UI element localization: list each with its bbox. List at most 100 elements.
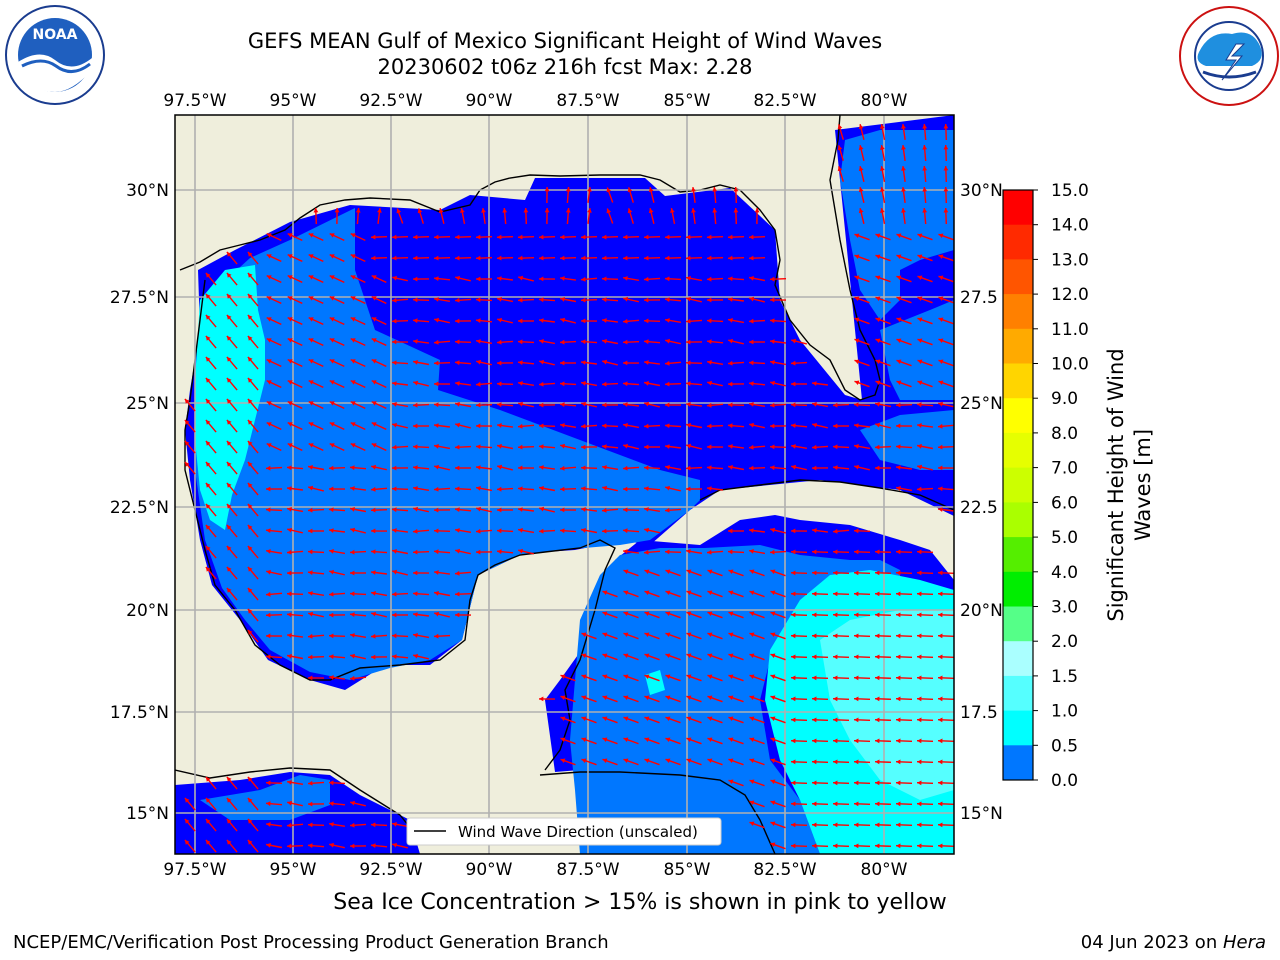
wave-arrow-head: [854, 528, 859, 534]
wave-arrow-head: [938, 801, 943, 807]
wave-arrow-head: [518, 548, 523, 554]
wave-arrow-head: [644, 695, 650, 700]
wave-arrow-head: [434, 339, 439, 345]
wave-arrow-head: [833, 423, 838, 429]
wave-arrow-head: [434, 611, 440, 617]
wave-arrow-head: [686, 549, 691, 554]
wave-arrow-head: [308, 422, 314, 427]
wave-arrow-head: [770, 339, 775, 344]
wave-arrow-head: [266, 338, 272, 343]
wave-arrow-head: [460, 208, 465, 213]
wave-arrow-head: [350, 800, 355, 806]
wave-arrow-head: [623, 296, 628, 302]
wave-arrow-head: [371, 591, 376, 596]
wave-arrow-head: [434, 360, 439, 366]
wave-arrow-head: [791, 780, 796, 786]
wave-arrow-head: [392, 255, 397, 261]
wave-arrow-head: [858, 187, 864, 193]
wave-arrow-head: [875, 696, 880, 702]
wave-arrow-head: [644, 465, 649, 471]
wave-arrow-head: [226, 440, 232, 446]
wave-arrow-head: [371, 234, 376, 240]
wave-arrow-head: [858, 208, 864, 214]
wave-arrow-head: [623, 234, 628, 240]
wave-arrow-head: [287, 822, 292, 828]
wave-arrow-head: [371, 528, 376, 534]
wave-arrow-head: [329, 296, 335, 301]
wave-arrow-head: [581, 297, 586, 303]
wave-arrow-head: [602, 758, 608, 763]
wave-arrow-head: [350, 338, 356, 343]
wave-arrow-head: [308, 507, 313, 513]
wave-arrow-head: [476, 381, 481, 387]
wave-arrow-head: [205, 440, 211, 446]
wave-arrow-head: [565, 187, 571, 192]
wave-arrow-head: [623, 402, 628, 407]
wave-arrow-head: [854, 402, 859, 408]
wave-arrow-head: [308, 549, 313, 555]
wave-arrow-head: [602, 297, 607, 303]
lat-tick-left: 15°N: [126, 804, 169, 824]
wave-arrow-head: [707, 569, 713, 574]
wave-arrow-head: [833, 591, 838, 597]
wind-wave-arrows: [184, 123, 954, 853]
wave-arrow-head: [644, 360, 649, 365]
wave-arrow-head: [560, 339, 565, 345]
wave-arrow-head: [686, 611, 692, 616]
lon-tick-top: 87.5°W: [556, 91, 619, 111]
wave-arrow-head: [854, 717, 859, 723]
wave-arrow-head: [266, 401, 272, 406]
wave-arrow-head: [308, 570, 313, 575]
wave-arrow-head: [791, 696, 796, 702]
wave-arrow-head: [539, 339, 544, 344]
wave-arrow-head: [896, 738, 901, 744]
wave-arrow-head: [329, 443, 335, 448]
wave-arrow-head: [749, 821, 755, 826]
wave-arrow-head: [733, 187, 739, 192]
wave-arrow-head: [833, 528, 838, 534]
wave-arrow-head: [226, 314, 232, 320]
coastline: [539, 771, 776, 854]
wave-arrow-head: [854, 843, 859, 849]
wave-arrow-head: [329, 507, 334, 513]
coastline: [175, 767, 421, 841]
wave-arrow-head: [308, 822, 313, 828]
wave-arrow-head: [539, 465, 544, 470]
wave-arrow-head: [560, 674, 566, 679]
wave-arrow-head: [329, 380, 335, 385]
wave-arrow-head: [539, 506, 545, 512]
wave-arrow-head: [247, 251, 253, 257]
wave-arrow-head: [602, 318, 607, 323]
wave-arrow-head: [896, 633, 901, 639]
wave-arrow-head: [854, 675, 859, 681]
wave-arrow-head: [770, 632, 776, 637]
wave-arrow-head: [665, 255, 670, 261]
wave-arrow-head: [896, 402, 901, 408]
wave-arrow-head: [413, 444, 418, 450]
wave-arrow-head: [334, 208, 340, 213]
wave-arrow-head: [413, 465, 418, 470]
wave-arrow-head: [644, 653, 650, 658]
wave-arrow-head: [665, 674, 671, 679]
colorbar-tick-label: 1.5: [1051, 667, 1078, 687]
wave-arrow-head: [602, 485, 607, 491]
wave-arrow-head: [880, 208, 885, 213]
wave-arrow-head: [434, 317, 439, 323]
wave-arrow-head: [691, 187, 696, 192]
wave-arrow-head: [308, 380, 314, 385]
wave-arrow-head: [770, 423, 775, 429]
wave-arrow-head: [247, 524, 253, 530]
wave-arrow-head: [308, 296, 314, 301]
wave-arrow-head: [266, 780, 271, 786]
wave-arrow-head: [917, 759, 922, 765]
wave-arrow-head: [623, 569, 629, 574]
wave-arrow-head: [812, 444, 817, 450]
wave-arrow-head: [308, 843, 313, 849]
wave-arrow-head: [644, 507, 649, 512]
colorbar-swatch: [1003, 571, 1033, 607]
wave-arrow-head: [875, 317, 881, 322]
wave-arrow-head: [686, 402, 691, 407]
wave-arrow-head: [455, 444, 460, 450]
wave-arrow-head: [518, 275, 524, 281]
wave-arrow-head: [728, 444, 733, 449]
